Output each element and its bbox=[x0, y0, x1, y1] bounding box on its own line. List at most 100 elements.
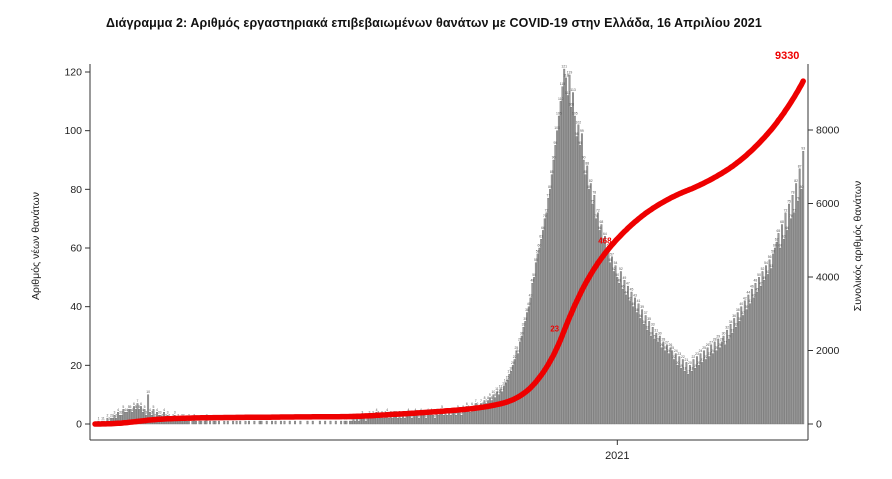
svg-text:19: 19 bbox=[693, 364, 697, 368]
svg-text:7: 7 bbox=[475, 399, 477, 403]
svg-text:9: 9 bbox=[489, 393, 491, 397]
svg-text:99: 99 bbox=[580, 129, 584, 133]
svg-text:1: 1 bbox=[108, 417, 110, 421]
svg-text:10: 10 bbox=[497, 390, 501, 394]
svg-text:30: 30 bbox=[520, 332, 524, 336]
svg-text:5: 5 bbox=[128, 405, 130, 409]
svg-text:1: 1 bbox=[101, 417, 103, 421]
svg-text:4: 4 bbox=[376, 408, 378, 412]
svg-text:0: 0 bbox=[76, 419, 82, 431]
svg-text:4: 4 bbox=[415, 408, 417, 412]
svg-text:105: 105 bbox=[572, 112, 578, 116]
svg-text:56: 56 bbox=[768, 255, 772, 259]
svg-text:11: 11 bbox=[495, 387, 499, 391]
svg-text:2: 2 bbox=[172, 414, 174, 418]
svg-text:2: 2 bbox=[106, 414, 108, 418]
svg-text:121: 121 bbox=[561, 65, 567, 69]
svg-text:24: 24 bbox=[674, 349, 678, 353]
svg-text:25: 25 bbox=[515, 346, 519, 350]
svg-text:49: 49 bbox=[762, 276, 766, 280]
svg-text:45: 45 bbox=[630, 288, 634, 292]
svg-text:25: 25 bbox=[715, 346, 719, 350]
svg-text:102: 102 bbox=[576, 120, 582, 124]
svg-text:15: 15 bbox=[506, 376, 510, 380]
svg-text:75: 75 bbox=[591, 200, 595, 204]
svg-text:65: 65 bbox=[777, 229, 781, 233]
svg-text:72: 72 bbox=[784, 208, 788, 212]
svg-text:39: 39 bbox=[745, 305, 749, 309]
svg-text:88: 88 bbox=[585, 161, 589, 165]
svg-text:11: 11 bbox=[500, 387, 504, 391]
svg-text:2: 2 bbox=[177, 414, 179, 418]
svg-text:25: 25 bbox=[663, 346, 667, 350]
svg-text:7: 7 bbox=[485, 399, 487, 403]
svg-text:3: 3 bbox=[361, 411, 363, 415]
svg-text:63: 63 bbox=[782, 235, 786, 239]
svg-text:22: 22 bbox=[704, 355, 708, 359]
svg-text:41: 41 bbox=[748, 299, 752, 303]
svg-text:60: 60 bbox=[70, 243, 82, 255]
svg-text:2021: 2021 bbox=[605, 450, 629, 462]
svg-text:3: 3 bbox=[145, 411, 147, 415]
svg-text:36: 36 bbox=[732, 314, 736, 318]
svg-text:3: 3 bbox=[368, 411, 370, 415]
svg-text:40: 40 bbox=[527, 302, 531, 306]
svg-text:26: 26 bbox=[718, 343, 722, 347]
svg-text:118: 118 bbox=[563, 73, 569, 77]
svg-text:9: 9 bbox=[494, 393, 496, 397]
svg-text:105: 105 bbox=[556, 112, 562, 116]
svg-text:22: 22 bbox=[681, 355, 685, 359]
svg-text:9330: 9330 bbox=[775, 50, 799, 62]
svg-text:5: 5 bbox=[122, 405, 124, 409]
svg-text:119: 119 bbox=[567, 70, 573, 74]
svg-text:47: 47 bbox=[759, 282, 763, 286]
svg-text:45: 45 bbox=[755, 288, 759, 292]
svg-text:115: 115 bbox=[560, 82, 566, 86]
svg-text:4: 4 bbox=[386, 408, 388, 412]
svg-text:70: 70 bbox=[789, 214, 793, 218]
svg-text:120: 120 bbox=[64, 67, 82, 79]
svg-text:41: 41 bbox=[637, 299, 641, 303]
svg-text:35: 35 bbox=[738, 317, 742, 321]
svg-text:2: 2 bbox=[168, 414, 170, 418]
svg-text:4: 4 bbox=[420, 408, 422, 412]
x-tick-labels: 2021 bbox=[605, 450, 629, 462]
svg-text:5: 5 bbox=[129, 405, 131, 409]
svg-text:24: 24 bbox=[711, 349, 715, 353]
svg-text:37: 37 bbox=[644, 311, 648, 315]
svg-text:108: 108 bbox=[568, 103, 574, 107]
svg-text:28: 28 bbox=[720, 337, 724, 341]
svg-text:33: 33 bbox=[651, 323, 655, 327]
svg-text:8000: 8000 bbox=[816, 125, 840, 137]
svg-text:3: 3 bbox=[174, 411, 176, 415]
svg-text:29: 29 bbox=[653, 334, 657, 338]
svg-text:2: 2 bbox=[115, 414, 117, 418]
svg-text:25: 25 bbox=[702, 346, 706, 350]
svg-text:20: 20 bbox=[697, 361, 701, 365]
svg-text:53: 53 bbox=[769, 264, 773, 268]
svg-text:18: 18 bbox=[509, 367, 513, 371]
svg-text:55: 55 bbox=[608, 258, 612, 262]
y-left-tick-labels: 0 20 40 60 80 100 120 bbox=[64, 67, 82, 431]
svg-text:58: 58 bbox=[771, 249, 775, 253]
svg-text:24: 24 bbox=[516, 349, 520, 353]
svg-text:50: 50 bbox=[532, 273, 536, 277]
svg-text:58: 58 bbox=[536, 249, 540, 253]
svg-text:112: 112 bbox=[565, 91, 571, 95]
svg-text:28: 28 bbox=[661, 337, 665, 341]
svg-text:36: 36 bbox=[638, 314, 642, 318]
svg-text:31: 31 bbox=[654, 329, 658, 333]
svg-text:26: 26 bbox=[669, 343, 673, 347]
svg-text:5: 5 bbox=[441, 405, 443, 409]
svg-text:2: 2 bbox=[112, 414, 114, 418]
svg-text:0: 0 bbox=[816, 419, 822, 431]
svg-text:19: 19 bbox=[679, 364, 683, 368]
svg-text:3: 3 bbox=[121, 411, 123, 415]
svg-text:55: 55 bbox=[534, 258, 538, 262]
svg-text:51: 51 bbox=[766, 270, 770, 274]
svg-text:3: 3 bbox=[160, 411, 162, 415]
axes bbox=[85, 64, 813, 445]
svg-text:5: 5 bbox=[144, 405, 146, 409]
svg-text:33: 33 bbox=[522, 323, 526, 327]
